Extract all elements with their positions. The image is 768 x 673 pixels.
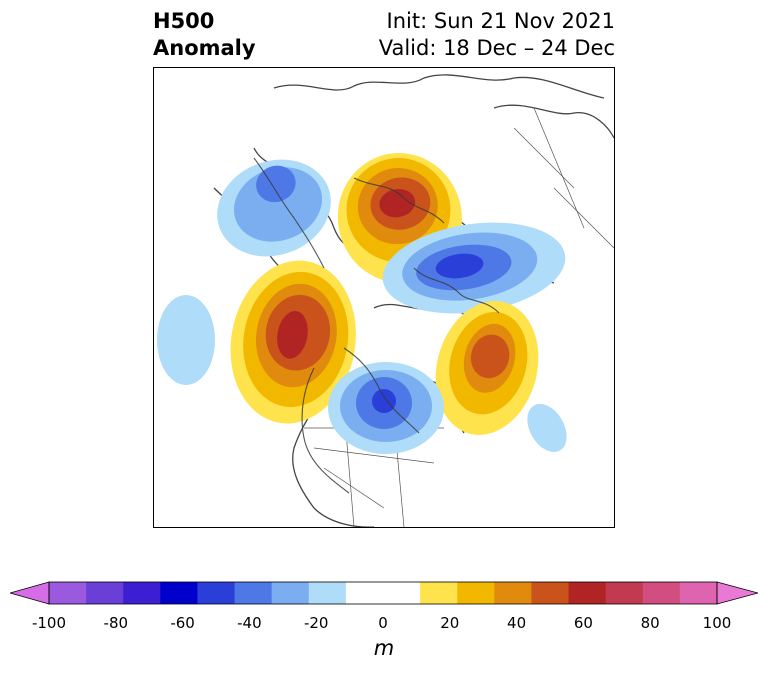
- pos-anomaly-gulf-of-alaska: [230, 260, 356, 424]
- chart-title: H500 Anomaly: [153, 8, 256, 62]
- neg-anomaly-alaska: [217, 159, 331, 257]
- colorbar-cell: [531, 582, 570, 604]
- colorbar-over-arrow: [716, 581, 758, 605]
- colorbar-tick-label: 40: [507, 614, 527, 632]
- colorbar-cell: [86, 582, 124, 604]
- colorbar-cell: [420, 582, 458, 604]
- title-field: H500: [153, 9, 215, 33]
- forecast-times: Init: Sun 21 Nov 2021 Valid: 18 Dec – 24…: [379, 8, 615, 62]
- colorbar-cell: [345, 582, 384, 604]
- colorbar-tick-label: 20: [440, 614, 460, 632]
- colorbar-under-arrow: [10, 581, 50, 605]
- colorbar-cell: [642, 582, 681, 604]
- colorbar-cell: [383, 582, 421, 604]
- colorbar-tick-label: -40: [237, 614, 262, 632]
- colorbar-cell: [271, 582, 310, 604]
- colorbar-tick-label: 0: [378, 614, 388, 632]
- neg-anomaly-pacific: [157, 295, 215, 385]
- colorbar-tick-label: -20: [303, 614, 329, 632]
- colorbar-tick-label: 80: [640, 614, 660, 632]
- map-panel: [153, 67, 615, 528]
- colorbar-tick-label: 60: [573, 614, 593, 632]
- colorbar: [10, 581, 758, 605]
- colorbar-cell: [123, 582, 161, 604]
- colorbar-cell: [494, 582, 532, 604]
- pos-anomaly-atlantic: [435, 301, 539, 435]
- colorbar-cell: [605, 582, 644, 604]
- colorbar-cell: [308, 582, 347, 604]
- colorbar-cell: [568, 582, 607, 604]
- valid-time: Valid: 18 Dec – 24 Dec: [378, 36, 615, 60]
- colorbar-cell: [457, 582, 495, 604]
- colorbar-cell: [160, 582, 198, 604]
- colorbar-tick-label: -60: [170, 614, 195, 632]
- colorbar-tick-label: -100: [31, 614, 67, 632]
- title-subtitle: Anomaly: [153, 36, 256, 60]
- neg-anomaly-great-lakes: [328, 362, 444, 454]
- colorbar-cell: [679, 582, 718, 604]
- colorbar-tick-label: 100: [702, 614, 732, 632]
- neg-anomaly-europe: [382, 222, 566, 314]
- anomaly-map: [157, 74, 614, 527]
- neg-anomaly-subtropical-atlantic: [527, 403, 567, 453]
- colorbar-cell: [234, 582, 273, 604]
- colorbar-tick-label: -80: [103, 614, 129, 632]
- init-time: Init: Sun 21 Nov 2021: [386, 9, 615, 33]
- colorbar-cell: [197, 582, 236, 604]
- colorbar-unit: m: [373, 636, 395, 660]
- colorbar-cell: [49, 582, 87, 604]
